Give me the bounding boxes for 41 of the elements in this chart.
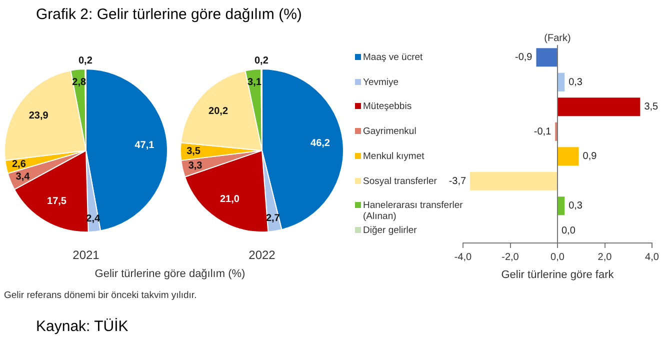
legend-label: Menkul kıymet	[363, 150, 426, 162]
data-label: 20,2	[208, 106, 228, 118]
data-label: 46,2	[310, 138, 330, 150]
data-label: 0,3	[568, 200, 583, 212]
x-tick-label: 4,0	[645, 252, 660, 263]
data-label: 3,5	[186, 146, 201, 158]
data-label: -0,9	[515, 52, 533, 64]
text: Gelir türlerine göre dağılım (%)	[94, 268, 246, 280]
x-tick-label: -2,0	[502, 252, 520, 263]
text: Grafik 2: Gelir türlerine göre dağılım (%)	[36, 6, 302, 23]
data-label: 21,0	[220, 194, 240, 206]
x-tick-label: -4,0	[454, 252, 472, 263]
text: Gelir referans dönemi bir önceki takvim yılıdır.	[4, 290, 197, 301]
x-axis-title: Gelir türlerine göre fark	[500, 269, 615, 281]
legend-label: Gayrimenkul	[363, 126, 418, 138]
text: 2022	[248, 248, 276, 262]
data-label: 3,5	[644, 102, 659, 113]
data-label: 0,9	[582, 151, 598, 162]
data-label: 3,4	[16, 171, 30, 182]
data-label: 0,3	[568, 76, 583, 88]
legend-label: Diğer gelirler	[363, 224, 418, 236]
data-label: -3,7	[448, 176, 467, 187]
legend-label: Hanelerarası transferler (Alınan)	[363, 200, 464, 222]
legend-label: Sosyal transferler	[363, 176, 437, 186]
data-label: 0,2	[254, 56, 269, 67]
text: 2021	[72, 248, 100, 262]
legend-label: Maaş ve ücret	[363, 52, 424, 63]
data-label: 0,0	[562, 225, 576, 236]
x-tick-label: 0,0	[550, 252, 565, 263]
data-label: 47,1	[134, 140, 155, 151]
text: Kaynak: TÜİK	[36, 318, 128, 335]
data-label: 0,2	[78, 56, 93, 67]
data-label: 2,6	[12, 159, 26, 170]
data-label: -0,1	[534, 126, 552, 138]
data-label: 17,5	[47, 196, 67, 208]
legend-label: Müteşebbis	[363, 101, 413, 112]
x-tick-label: 2,0	[598, 252, 612, 263]
data-label: 23,9	[28, 110, 49, 122]
legend-label: Yevmiye	[363, 76, 400, 88]
data-label: 3,3	[188, 160, 203, 172]
text: (Fark)	[544, 32, 571, 44]
